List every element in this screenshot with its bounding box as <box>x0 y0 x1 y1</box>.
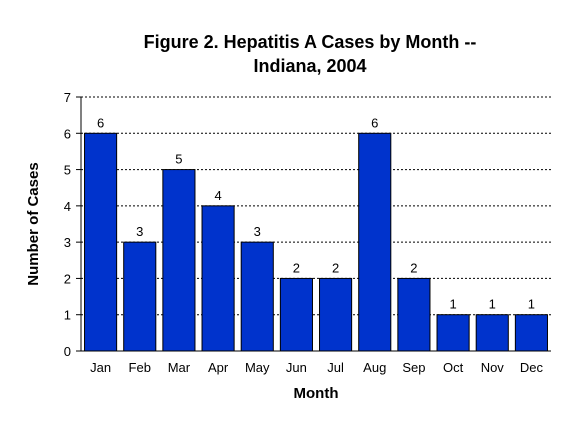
axes <box>76 96 551 352</box>
bars <box>84 132 548 352</box>
y-axis-title: Number of Cases <box>25 162 42 285</box>
data-label: 2 <box>293 260 300 275</box>
bar-oct <box>436 314 470 352</box>
data-label: 2 <box>332 260 339 275</box>
y-tick-label: 2 <box>64 271 71 286</box>
y-tick-label: 5 <box>64 163 71 178</box>
bar-sep <box>397 277 431 352</box>
data-label: 4 <box>214 188 221 203</box>
data-label: 1 <box>528 297 535 312</box>
chart-subtitle: Indiana, 2004 <box>253 56 366 76</box>
x-tick-label: Apr <box>208 360 229 375</box>
data-label: 5 <box>175 152 182 167</box>
bar-jul <box>319 277 353 352</box>
x-tick-label: Jan <box>90 360 111 375</box>
bar-nov <box>475 314 509 352</box>
x-axis-title: Month <box>294 385 339 402</box>
bar-jan <box>84 132 118 352</box>
x-tick-label: Aug <box>363 360 386 375</box>
bar-dec <box>514 314 548 352</box>
data-label: 6 <box>97 115 104 130</box>
x-tick-labels: Jan Feb Mar Apr May Jun Jul Aug Sep Oct Nov Dec <box>90 360 543 375</box>
data-label: 1 <box>449 297 456 312</box>
data-label: 2 <box>410 260 417 275</box>
x-tick-label: Oct <box>443 360 464 375</box>
y-tick-label: 0 <box>64 344 71 359</box>
y-tick-labels: 0 1 2 3 4 5 6 7 <box>64 90 71 359</box>
bar-may <box>240 241 274 352</box>
x-tick-label: Nov <box>481 360 505 375</box>
bar-aug <box>358 132 392 352</box>
y-tick-label: 1 <box>64 308 71 323</box>
bar-feb <box>123 241 157 352</box>
chart-title: Figure 2. Hepatitis A Cases by Month -- <box>144 32 477 52</box>
data-labels: 6 3 5 4 3 2 2 6 2 1 1 1 <box>97 115 535 311</box>
bar-mar <box>162 169 196 352</box>
bar-jun <box>279 277 313 352</box>
y-tick-label: 7 <box>64 90 71 105</box>
data-label: 6 <box>371 115 378 130</box>
data-label: 1 <box>489 297 496 312</box>
y-tick-label: 4 <box>64 199 71 214</box>
bar-apr <box>201 205 235 352</box>
data-label: 3 <box>254 224 261 239</box>
x-tick-label: Feb <box>129 360 151 375</box>
x-tick-label: Jul <box>327 360 344 375</box>
y-tick-label: 6 <box>64 126 71 141</box>
data-label: 3 <box>136 224 143 239</box>
x-tick-label: Jun <box>286 360 307 375</box>
x-tick-label: May <box>245 360 270 375</box>
y-tick-label: 3 <box>64 235 71 250</box>
x-tick-label: Dec <box>520 360 544 375</box>
x-tick-label: Mar <box>168 360 191 375</box>
x-tick-label: Sep <box>402 360 425 375</box>
